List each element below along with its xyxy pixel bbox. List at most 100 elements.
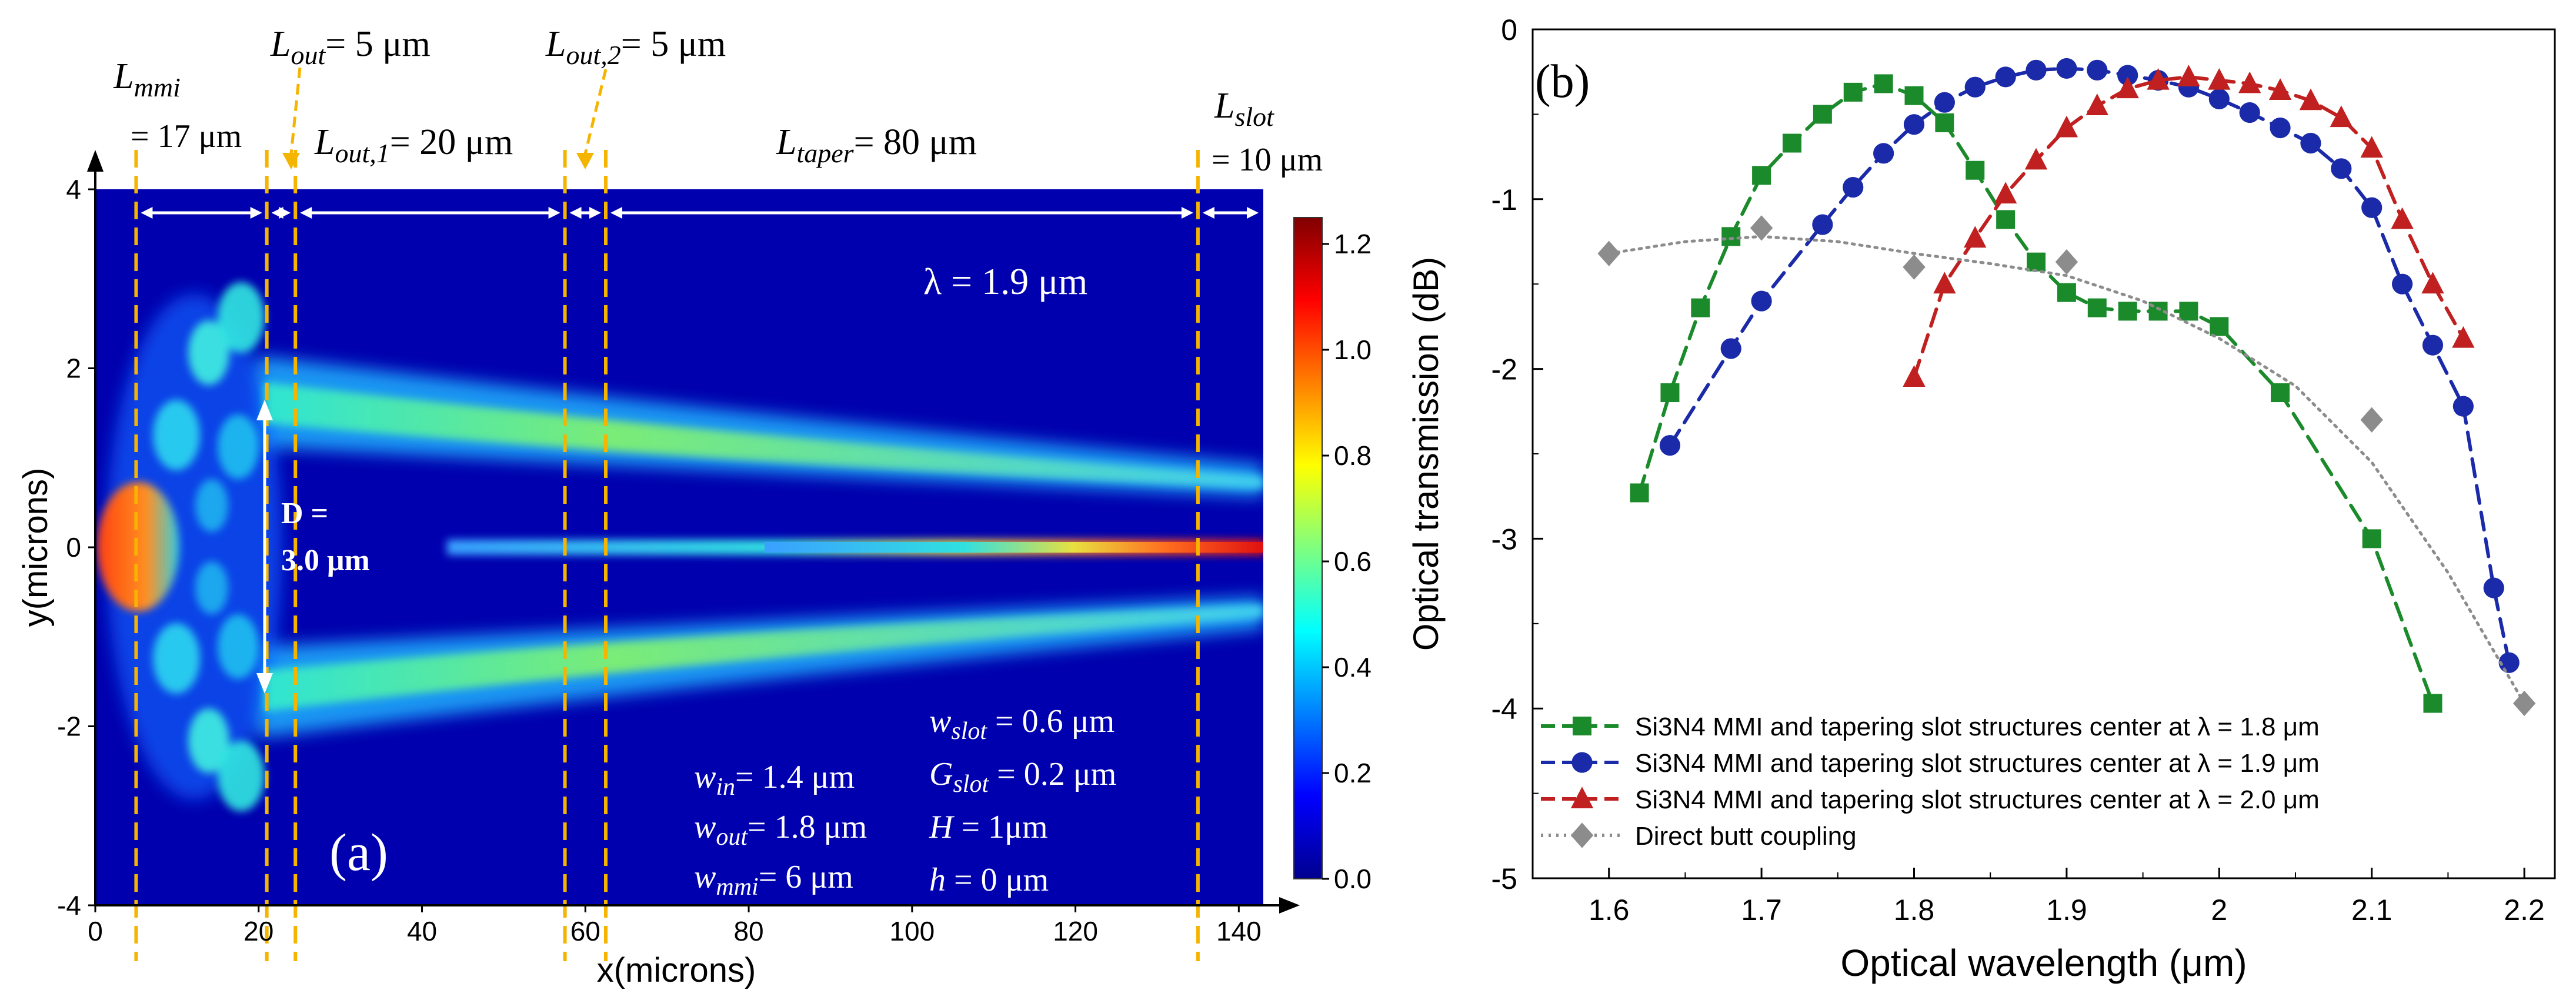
colorbar-tick-label-2: 0.4 — [1334, 652, 1372, 683]
series-2-point-0 — [1903, 365, 1926, 387]
series-0-point-11 — [1966, 160, 1985, 180]
section-arrowhead-left-2 — [300, 207, 312, 219]
series-3-point-2 — [1903, 254, 1926, 280]
series-1-point-6 — [1903, 114, 1925, 135]
series-0-point-0 — [1630, 483, 1649, 503]
label-l-slot: Lslot — [1214, 86, 1274, 132]
field-y-axis-label: y(microns) — [16, 468, 55, 627]
pointer-l-out2-head — [576, 153, 594, 169]
field-y-tick-label-3: -2 — [57, 711, 81, 742]
series-1-point-5 — [1873, 143, 1894, 164]
pointer-l-out2 — [583, 69, 608, 155]
section-labels: Lmmi = 17 μm Lout= 5 μm Lout,1= 20 μm Lo… — [113, 24, 1323, 178]
series-0-point-8 — [1874, 74, 1893, 93]
plot-series — [1597, 58, 2536, 717]
series-2-point-16 — [2391, 207, 2414, 229]
legend-marker-2 — [1570, 787, 1594, 808]
series-0-point-12 — [1996, 210, 2016, 229]
series-3-point-1 — [1750, 215, 1773, 241]
field-y-tick-label-4: -4 — [57, 890, 81, 921]
plot-x-tick-label-0: 1.6 — [1589, 894, 1630, 926]
y-axis-arrowhead — [87, 150, 104, 172]
series-0-point-16 — [2118, 302, 2137, 321]
field-x-tick-label-4: 80 — [733, 916, 763, 946]
legend-label-2: Si3N4 MMI and tapering slot structures c… — [1635, 785, 2320, 814]
series-3 — [1597, 215, 2536, 717]
series-1-point-24 — [2452, 396, 2474, 417]
series-3-point-0 — [1597, 240, 1620, 266]
series-1-point-4 — [1843, 176, 1864, 198]
series-1-point-13 — [2117, 65, 2138, 86]
wavelength-label: λ = 1.9 μm — [923, 260, 1087, 302]
series-2-point-12 — [2268, 78, 2292, 100]
plot-y-tick-label-1: -1 — [1491, 183, 1517, 216]
field-x-axis-label: x(microns) — [597, 951, 756, 989]
panel-b: 1.6 1.7 1.8 1.9 2 2.1 2.2 0 -1 -2 -3 -4 -5 (b) Optic… — [1406, 14, 2556, 984]
panel-b-label: (b) — [1535, 56, 1590, 108]
colorbar-tick-label-5: 1.0 — [1334, 334, 1372, 365]
plot-x-tick-label-6: 2.2 — [2504, 894, 2545, 926]
plot-x-tick-label-2: 1.8 — [1894, 894, 1935, 926]
series-2-point-6 — [2086, 93, 2108, 115]
section-arrowhead-right-2 — [548, 207, 560, 219]
series-2-point-18 — [2452, 326, 2475, 348]
plot-y-axis-label: Optical transmission (dB) — [1406, 257, 1446, 651]
series-1-point-9 — [1995, 66, 2016, 88]
series-0-point-13 — [2027, 252, 2046, 272]
d-label-line2: 3.0 μm — [281, 544, 370, 577]
series-1-point-25 — [2483, 577, 2504, 598]
series-1-point-11 — [2056, 58, 2077, 79]
series-2-point-10 — [2208, 68, 2231, 90]
series-0-point-1 — [1660, 383, 1680, 403]
series-1-point-2 — [1751, 290, 1772, 312]
series-2-point-14 — [2330, 105, 2353, 128]
series-2-point-11 — [2238, 71, 2261, 93]
series-0-point-21 — [2362, 529, 2381, 548]
param-w-slot: wslot = 0.6 μm — [929, 703, 1115, 745]
series-0-point-3 — [1721, 227, 1741, 246]
legend-marker-3 — [1570, 822, 1594, 848]
series-2-point-17 — [2421, 272, 2444, 294]
series-1-point-0 — [1659, 434, 1681, 456]
section-arrowhead-right-0 — [250, 207, 262, 219]
series-0-point-19 — [2210, 317, 2229, 336]
series-1-point-17 — [2239, 102, 2260, 123]
series-0-point-2 — [1691, 298, 1710, 317]
series-1-point-23 — [2422, 334, 2444, 356]
field-x-tick-label-5: 100 — [889, 916, 935, 946]
legend-label-1: Si3N4 MMI and tapering slot structures c… — [1635, 749, 2320, 778]
series-0-point-18 — [2179, 302, 2198, 321]
plot-y-tick-label-5: -5 — [1491, 862, 1517, 895]
plot-y-tick-label-2: -2 — [1491, 353, 1517, 386]
param-w-mmi: wmmi= 6 μm — [694, 859, 853, 901]
field-y-tick-label-0: 4 — [66, 174, 81, 205]
field-axes — [87, 150, 1300, 914]
series-2-point-2 — [1964, 226, 1987, 248]
section-boundaries — [134, 150, 1200, 961]
series-1-point-19 — [2300, 132, 2321, 154]
colorbar-tick-label-3: 0.6 — [1334, 546, 1372, 577]
pointer-l-out-head — [282, 153, 300, 169]
colorbar-tick-label-4: 0.8 — [1334, 440, 1372, 471]
field-y-tick-label-1: 2 — [66, 353, 81, 384]
label-pointers — [289, 67, 608, 155]
plot-x-axis-label: Optical wavelength (μm) — [1840, 942, 2247, 984]
series-1-point-18 — [2270, 117, 2291, 139]
colorbar-tick-label-0: 0.0 — [1334, 864, 1372, 894]
field-x-tick-label-3: 60 — [570, 916, 600, 946]
section-arrowhead-left-0 — [141, 207, 153, 219]
section-arrowhead-right-3 — [589, 207, 602, 219]
param-h-lower: h = 0 μm — [929, 862, 1049, 898]
series-3-point-5 — [2512, 690, 2536, 717]
series-2-point-15 — [2360, 136, 2383, 158]
series-2-point-8 — [2147, 68, 2170, 90]
series-0 — [1630, 74, 2442, 713]
label-l-out1: Lout,1= 20 μm — [314, 122, 513, 168]
param-g-slot: Gslot = 0.2 μm — [929, 756, 1116, 798]
field-x-tick-label-1: 20 — [243, 916, 273, 946]
legend-marker-0 — [1573, 717, 1591, 735]
section-arrowhead-right-5 — [1247, 207, 1259, 219]
field-x-tick-label-2: 40 — [407, 916, 437, 946]
